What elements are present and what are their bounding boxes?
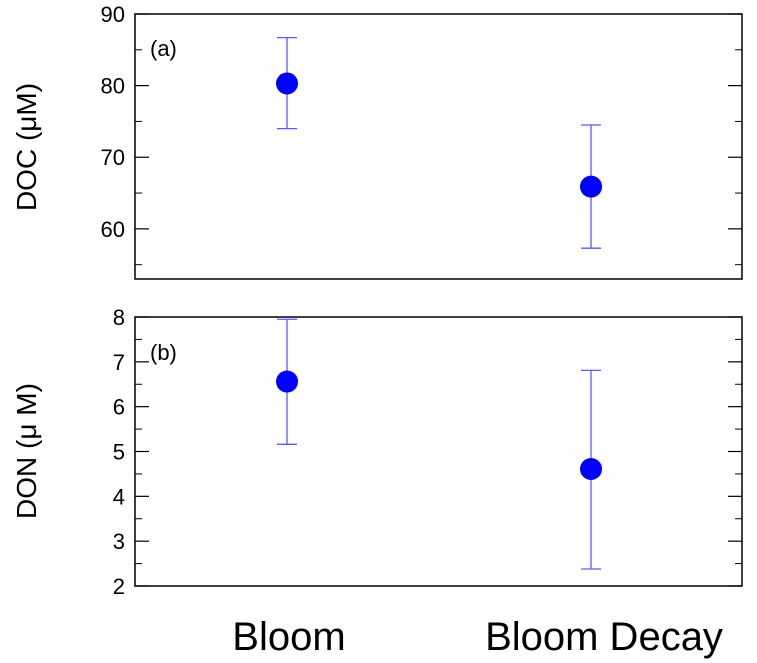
data-point-a-1 — [580, 175, 602, 198]
y-tick-label-a: 90 — [101, 2, 125, 27]
marks-a — [276, 36, 602, 249]
marks-b — [276, 318, 602, 570]
y-tick-label-b: 8 — [113, 305, 125, 330]
y-tick-label-b: 4 — [113, 484, 125, 509]
panel-a: 60 70 80 90 (a) DOC (μM) — [11, 2, 743, 280]
y-tick-label-b: 3 — [113, 529, 125, 554]
data-point-a-0 — [276, 72, 298, 95]
plot-frame-b — [134, 316, 743, 587]
x-category-label-bloom-decay: Bloom Decay — [485, 615, 723, 659]
y-tick-label-b: 6 — [113, 395, 125, 420]
y-axis-label-b: DON (μ M) — [11, 383, 42, 519]
y-tick-label-a: 70 — [101, 145, 125, 170]
data-point-b-0 — [276, 370, 298, 393]
panel-label-b: (b) — [150, 340, 177, 365]
y-tick-label-b: 2 — [113, 574, 125, 599]
axes-b: 2 3 4 5 6 7 8 — [113, 305, 742, 599]
y-tick-label-a: 80 — [101, 74, 125, 99]
panel-label-a: (a) — [150, 36, 177, 61]
x-category-label-bloom: Bloom — [232, 615, 345, 659]
y-tick-label-b: 7 — [113, 350, 125, 375]
y-tick-label-a: 60 — [101, 217, 125, 242]
plot-frame-a — [134, 13, 743, 280]
y-tick-label-b: 5 — [113, 440, 125, 465]
y-axis-label-a: DOC (μM) — [11, 83, 42, 211]
panel-b: 2 3 4 5 6 7 8 (b) DON (μ M) — [11, 305, 743, 599]
axes-a: 60 70 80 90 — [101, 2, 742, 266]
data-point-b-1 — [580, 457, 602, 480]
